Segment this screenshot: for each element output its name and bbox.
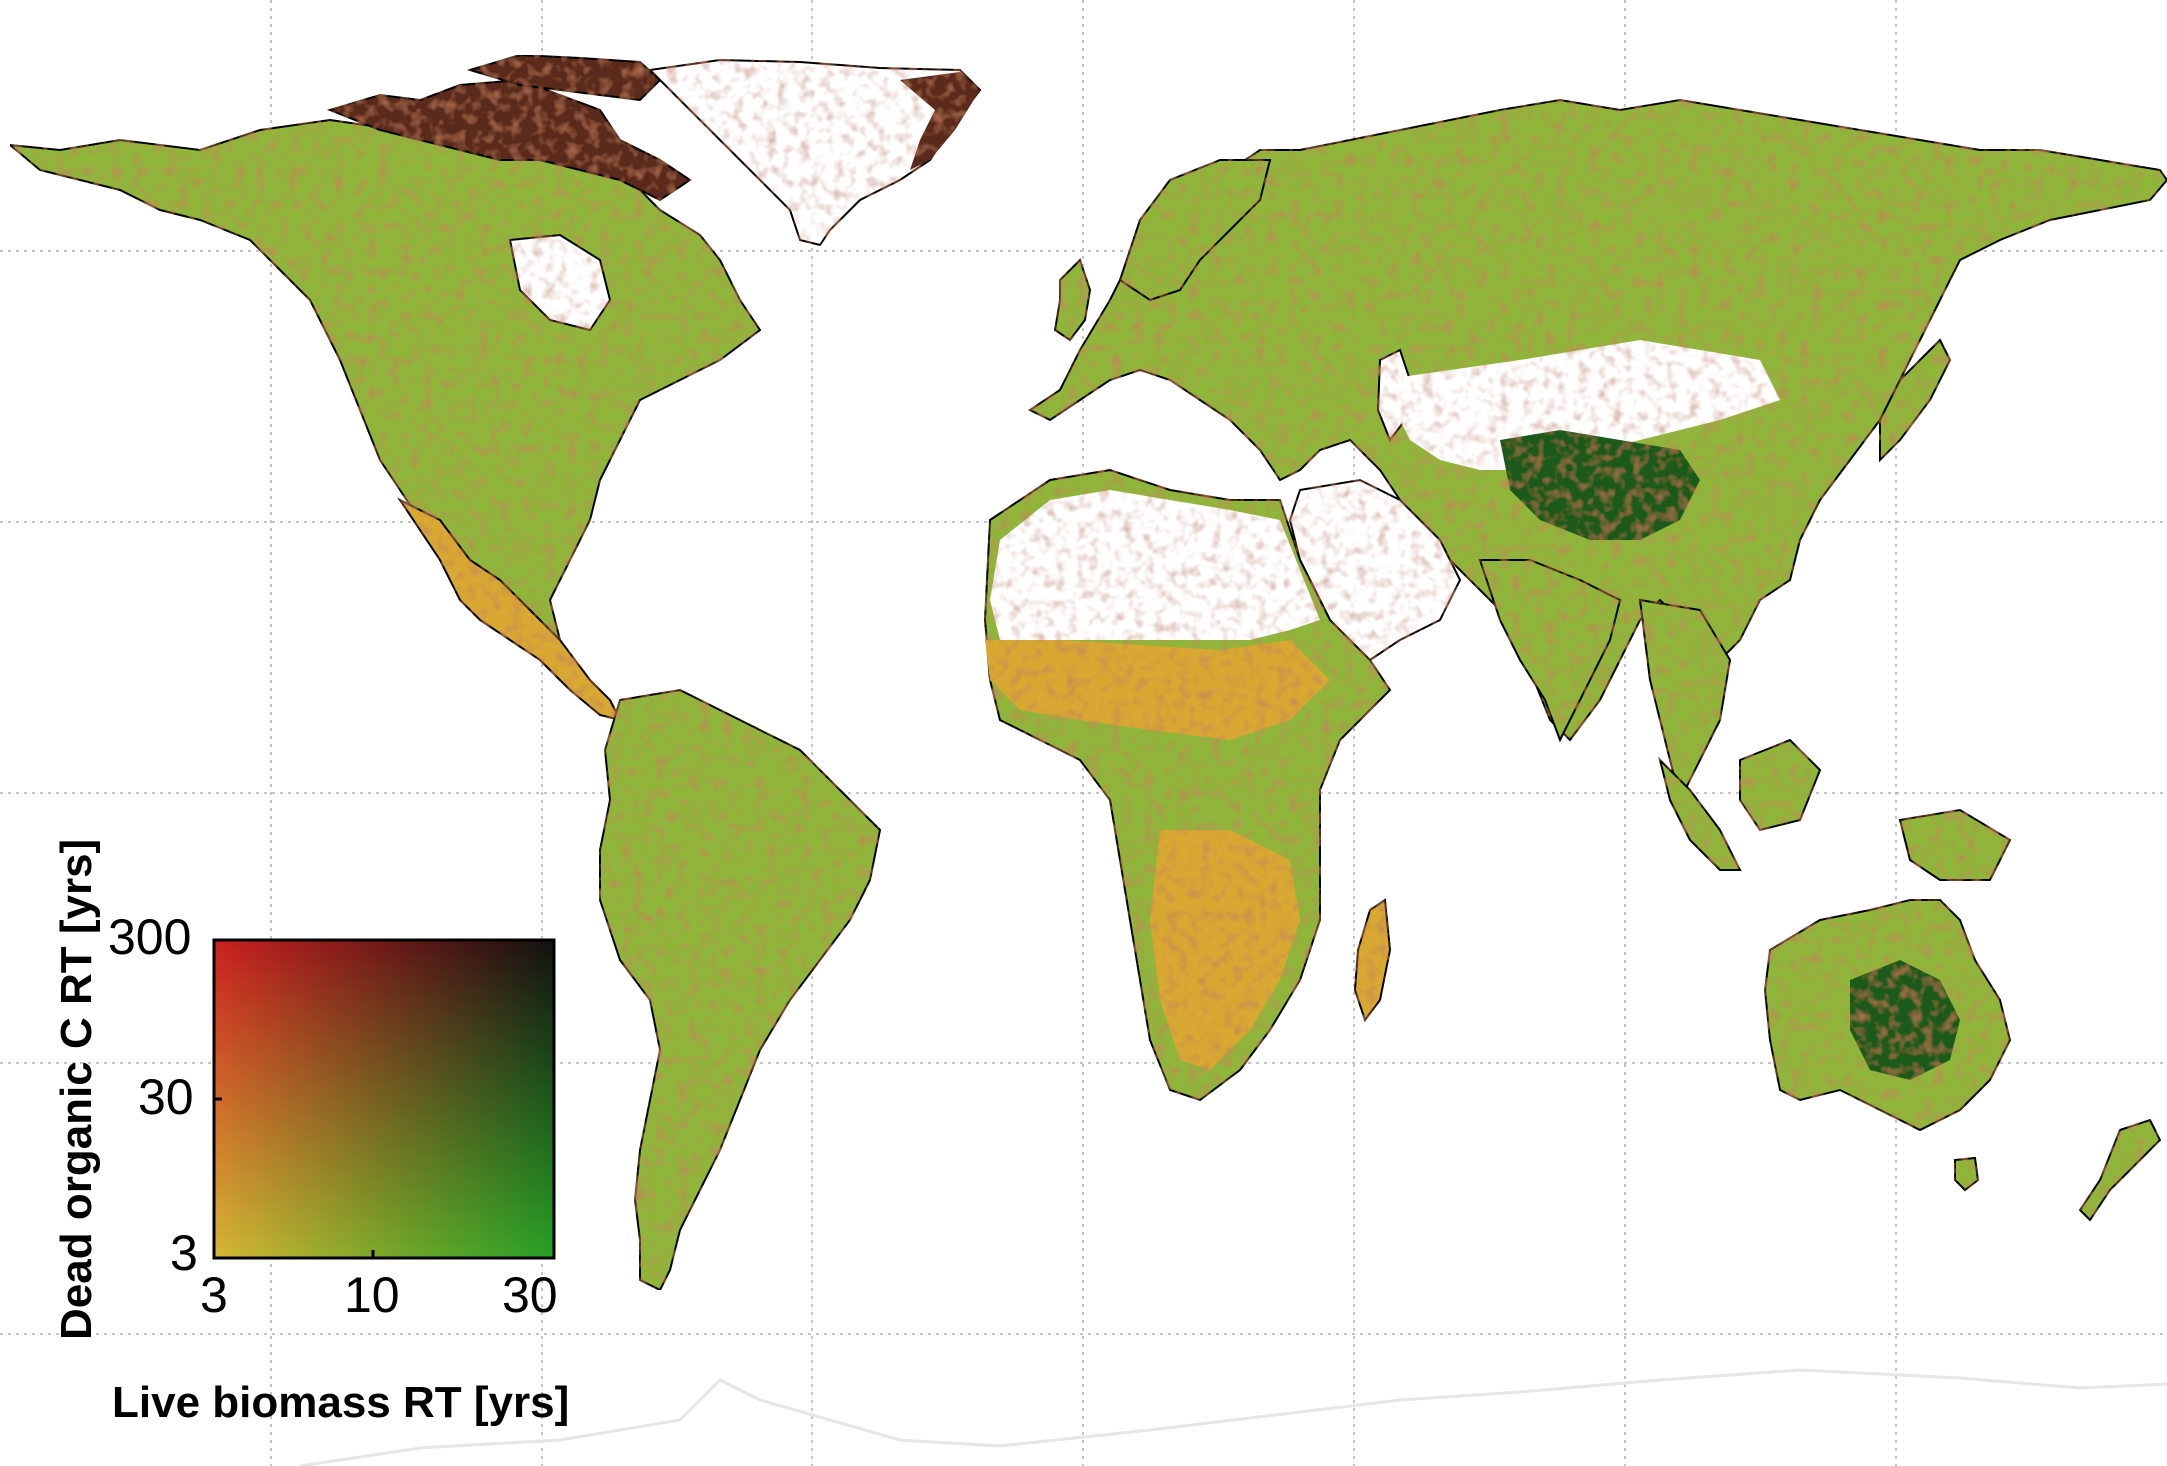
- land-ellesmere: [466, 53, 662, 102]
- land-layer: [6, 53, 2167, 1292]
- legend-top-gradient: [214, 940, 554, 1258]
- land-greenland-coast: [900, 72, 980, 170]
- region-southern-africa: [1150, 830, 1300, 1070]
- land-new-guinea: [1898, 808, 2012, 881]
- land-madagascar: [1353, 898, 1392, 1023]
- land-arctic-archipelago: [326, 78, 692, 202]
- region-sahel: [985, 640, 1330, 740]
- land-tasmania: [1954, 1156, 1980, 1192]
- land-india: [1478, 559, 1622, 743]
- land-borneo: [1739, 738, 1822, 832]
- land-south-america: [599, 688, 882, 1292]
- region-australia-dark: [1850, 960, 1960, 1080]
- land-scandinavia: [1118, 159, 1272, 302]
- land-great-britain: [1053, 258, 1092, 342]
- land-southeast-asia: [1638, 598, 1732, 803]
- land-greenland: [647, 58, 982, 247]
- nodata-sahara: [990, 490, 1320, 640]
- land-new-zealand: [2078, 1118, 2162, 1222]
- hudson-bay: [508, 233, 612, 332]
- legend-y-title: Dead organic C RT [yrs]: [52, 838, 101, 1340]
- antarctica-outline: [299, 1368, 2167, 1466]
- nodata-central-asia: [1380, 340, 1780, 470]
- land-japan: [1879, 338, 1952, 463]
- legend-ytick-label-30: 30: [138, 1069, 194, 1125]
- legend-xtick-label-30: 30: [502, 1267, 558, 1323]
- land-sumatra: [1658, 756, 1742, 871]
- legend-xtick-label-3: 3: [200, 1267, 228, 1323]
- legend-xtick-label-10: 10: [344, 1267, 400, 1323]
- legend-ytick-label-3: 3: [170, 1225, 198, 1281]
- region-tibet: [1500, 430, 1700, 540]
- legend-x-title: Live biomass RT [yrs]: [112, 1378, 570, 1427]
- land-central-america: [397, 497, 622, 722]
- legend-ytick-label-300: 300: [108, 909, 192, 965]
- legend: [212, 938, 556, 1260]
